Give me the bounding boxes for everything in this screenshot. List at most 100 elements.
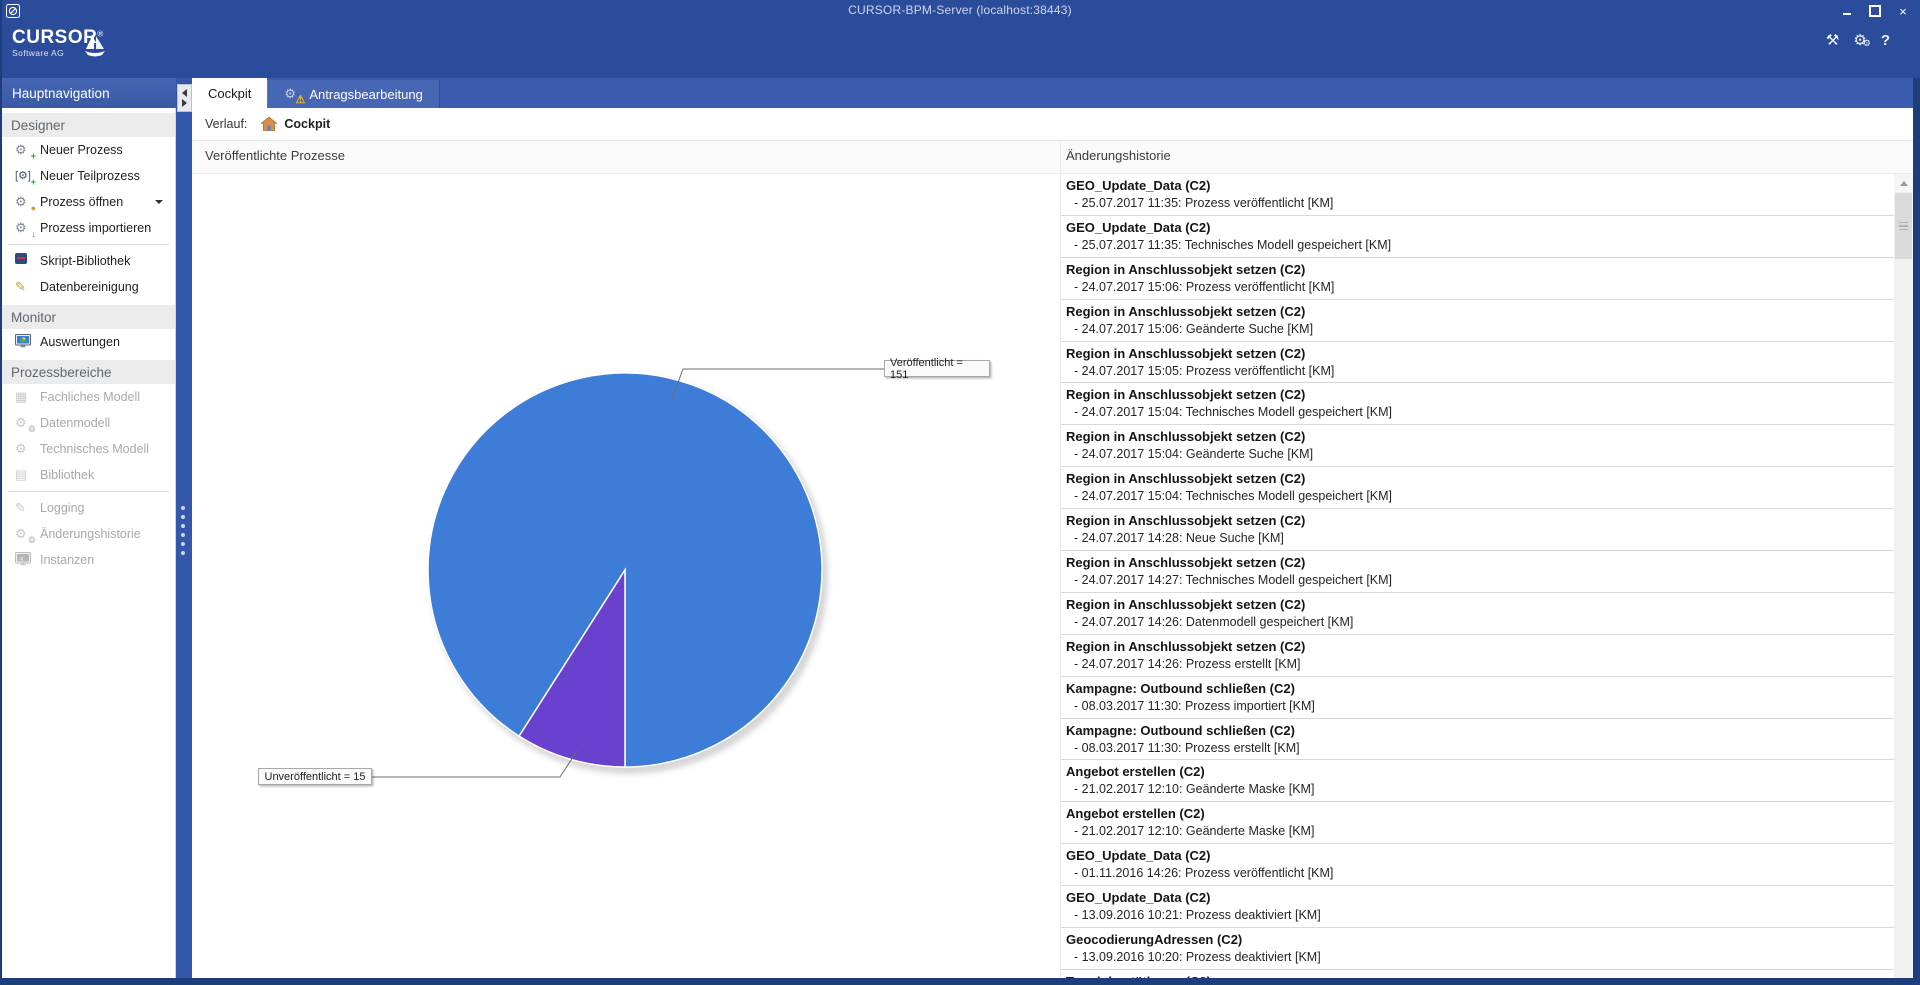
callout-line-veroeffentlicht: [671, 368, 884, 400]
breadcrumb-label: Verlauf:: [205, 117, 248, 131]
history-entry[interactable]: Region in Anschlussobjekt setzen (C2) - 2…: [1061, 425, 1894, 468]
history-entry-detail: - 13.09.2016 10:21: Prozess deaktiviert …: [1074, 908, 1321, 923]
history-scrollbar[interactable]: [1894, 174, 1913, 978]
sidebar-item-prozess-öffnen[interactable]: ⚙ ● Prozess öffnen: [2, 189, 175, 215]
history-entry[interactable]: Angebot erstellen (C2) - 21.02.2017 12:10…: [1061, 802, 1894, 845]
history-entry[interactable]: Region in Anschlussobjekt setzen (C2) - 2…: [1061, 551, 1894, 593]
sidebar-item-label: Skript-Bibliothek: [40, 254, 131, 268]
callout-line-unveroeffentlicht: [372, 750, 578, 778]
minimize-button[interactable]: [1840, 4, 1854, 18]
sidebar-item-datenmodell: ⚙ ⚙ Datenmodell: [2, 410, 175, 436]
history-entry[interactable]: Kampagne: Outbound schließen (C2) - 08.03…: [1061, 677, 1894, 719]
history-entry-title: Region in Anschlussobjekt setzen (C2): [1066, 429, 1306, 445]
history-entry[interactable]: Region in Anschlussobjekt setzen (C2) - 2…: [1061, 509, 1894, 552]
history-entry-detail: - 01.11.2016 14:26: Prozess veröffentlic…: [1074, 866, 1334, 881]
brand-name: CURSOR: [12, 27, 98, 48]
history-entry[interactable]: Region in Anschlussobjekt setzen (C2) - 2…: [1061, 342, 1894, 384]
close-button[interactable]: ×: [1899, 3, 1907, 19]
history-entry-detail: - 24.07.2017 14:27: Technisches Modell g…: [1074, 573, 1393, 588]
logging-icon: ✎: [15, 500, 26, 515]
history-entry-title: Region in Anschlussobjekt setzen (C2): [1066, 261, 1306, 277]
history-entry[interactable]: Region in Anschlussobjekt setzen (C2) - 2…: [1061, 300, 1894, 342]
history-entry[interactable]: Angebot erstellen (C2) - 21.02.2017 12:10…: [1061, 760, 1894, 803]
header-toolbar: ⚒ ⚙ ⚙ ?: [1826, 32, 1890, 50]
tab-antragsbearbeitung[interactable]: ⚙ ⚠ Antragsbearbeitung: [267, 80, 440, 108]
history-entry[interactable]: Region in Anschlussobjekt setzen (C2) - 2…: [1061, 383, 1894, 426]
history-entry-detail: - 21.02.2017 12:10: Geänderte Maske [KM]: [1074, 824, 1315, 839]
help-icon[interactable]: ?: [1880, 32, 1890, 49]
sidebar-item-technisches-modell: ⚙ Technisches Modell: [2, 436, 175, 462]
history-entry[interactable]: Region in Anschlussobjekt setzen (C2) - 2…: [1061, 635, 1894, 677]
sidebar-item-skript-bibliothek[interactable]: Skript-Bibliothek: [2, 248, 175, 274]
sidebar-item-logging: ✎ Logging: [2, 495, 175, 521]
chevron-down-icon[interactable]: [155, 200, 163, 204]
window-controls: ×: [1840, 0, 1910, 22]
business-model-icon: ▦: [15, 389, 28, 404]
history-entry-detail: - 08.03.2017 11:30: Prozess erstellt [KM…: [1074, 740, 1300, 755]
breadcrumb-item[interactable]: Cockpit: [284, 117, 331, 131]
history-entry-title: Region in Anschlussobjekt setzen (C2): [1066, 303, 1306, 319]
tab-cockpit[interactable]: Cockpit: [192, 78, 268, 108]
history-entry[interactable]: GEO_Update_Data (C2) - 13.09.2016 10:21: …: [1061, 886, 1894, 929]
tools-icon[interactable]: ⚒: [1825, 32, 1840, 49]
history-entry[interactable]: GEO_Update_Data (C2) - 25.07.2017 11:35: …: [1061, 174, 1894, 216]
sidebar-item-label: Datenbereinigung: [40, 280, 139, 294]
history-entry-detail: - 24.07.2017 15:06: Prozess veröffentlic…: [1074, 279, 1335, 294]
settings-gears-icon[interactable]: ⚙ ⚙: [1853, 32, 1871, 49]
sidebar-item-neuer-prozess[interactable]: ⚙ + Neuer Prozess: [2, 137, 175, 163]
process-warning-icon: ⚙ ⚠: [284, 86, 306, 106]
history-entry-title: Region in Anschlussobjekt setzen (C2): [1066, 471, 1306, 487]
history-entry-title: Region in Anschlussobjekt setzen (C2): [1066, 345, 1306, 361]
sidebar-item-fachliches-modell: ▦ Fachliches Modell: [2, 384, 175, 410]
sidebar-splitter[interactable]: [176, 78, 192, 978]
sidebar-collapse-toggle[interactable]: [177, 84, 192, 112]
sidebar-divider: [8, 244, 169, 245]
history-entry-title: GEO_Update_Data (C2): [1066, 219, 1211, 235]
breadcrumb: Verlauf: Cockpit: [192, 108, 1913, 140]
history-entry[interactable]: Region in Anschlussobjekt setzen (C2) - 2…: [1061, 467, 1894, 510]
registered-mark: ®: [97, 29, 104, 39]
sidebar-item-prozess-importieren[interactable]: ⚙ ↓ Prozess importieren: [2, 215, 175, 241]
history-entry-detail: - 24.07.2017 15:04: Geänderte Suche [KM]: [1074, 447, 1314, 462]
sidebar-item-neuer-teilprozess[interactable]: [⚙] + Neuer Teilprozess: [2, 163, 175, 189]
history-entry[interactable]: GEO_Update_Data (C2) - 01.11.2016 14:26: …: [1061, 844, 1894, 887]
script-library-icon: [15, 253, 33, 269]
app-icon[interactable]: [6, 4, 21, 19]
splitter-grip-icon[interactable]: [181, 506, 185, 555]
history-entry-title: GEO_Update_Data (C2): [1066, 848, 1211, 864]
sidebar-divider: [8, 491, 169, 492]
history-entry[interactable]: Terminbestätigung (C2): [1061, 970, 1894, 978]
history-entry[interactable]: GEO_Update_Data (C2) - 25.07.2017 11:35: …: [1061, 216, 1894, 258]
pie-slice-veroeffentlicht[interactable]: [427, 372, 823, 768]
pie-slice-unveroeffentlicht[interactable]: [518, 567, 626, 768]
data-cleanup-icon: ✎: [15, 279, 26, 294]
maximize-button[interactable]: [1868, 4, 1882, 18]
sidebar-item-auswertungen[interactable]: Auswertungen: [2, 329, 175, 355]
window-title: CURSOR-BPM-Server (localhost:38443): [848, 3, 1072, 17]
chevron-right-icon: [182, 99, 187, 107]
history-entry[interactable]: GeocodierungAdressen (C2) - 13.09.2016 10…: [1061, 928, 1894, 970]
panel-header-strip: [192, 140, 1913, 174]
history-entry-title: Kampagne: Outbound schließen (C2): [1066, 722, 1295, 738]
history-entry[interactable]: Region in Anschlussobjekt setzen (C2) - 2…: [1061, 593, 1894, 635]
change-history-list: GEO_Update_Data (C2) - 25.07.2017 11:35: …: [1061, 174, 1894, 978]
sidebar-section-header: Monitor: [2, 305, 175, 329]
history-entry[interactable]: Kampagne: Outbound schließen (C2) - 08.03…: [1061, 719, 1894, 761]
history-entry-title: Region in Anschlussobjekt setzen (C2): [1066, 387, 1306, 403]
history-entry-detail: - 08.03.2017 11:30: Prozess importiert […: [1074, 698, 1315, 713]
sidebar-section-header: Prozessbereiche: [2, 360, 175, 384]
brand-logo: CURSOR® Software AG: [12, 28, 103, 58]
history-entry-detail: - 21.02.2017 12:10: Geänderte Maske [KM]: [1074, 782, 1315, 797]
sidebar-item-label: Auswertungen: [40, 335, 120, 349]
chevron-left-icon: [182, 89, 187, 97]
evaluations-icon: [15, 334, 33, 350]
history-entry-title: Terminbestätigung (C2): [1066, 973, 1894, 978]
sidebar-item-datenbereinigung[interactable]: ✎ Datenbereinigung: [2, 274, 175, 300]
pie-shadow: [430, 376, 828, 774]
history-entry[interactable]: Region in Anschlussobjekt setzen (C2) - 2…: [1061, 258, 1894, 300]
process-new-icon: ⚙ +: [15, 142, 36, 161]
scroll-up-button[interactable]: [1894, 174, 1913, 192]
scrollbar-thumb[interactable]: [1895, 193, 1912, 259]
sidebar-item-instanzen: Instanzen: [2, 547, 175, 573]
history-entry-detail: - 24.07.2017 14:26: Datenmodell gespeich…: [1074, 614, 1354, 629]
